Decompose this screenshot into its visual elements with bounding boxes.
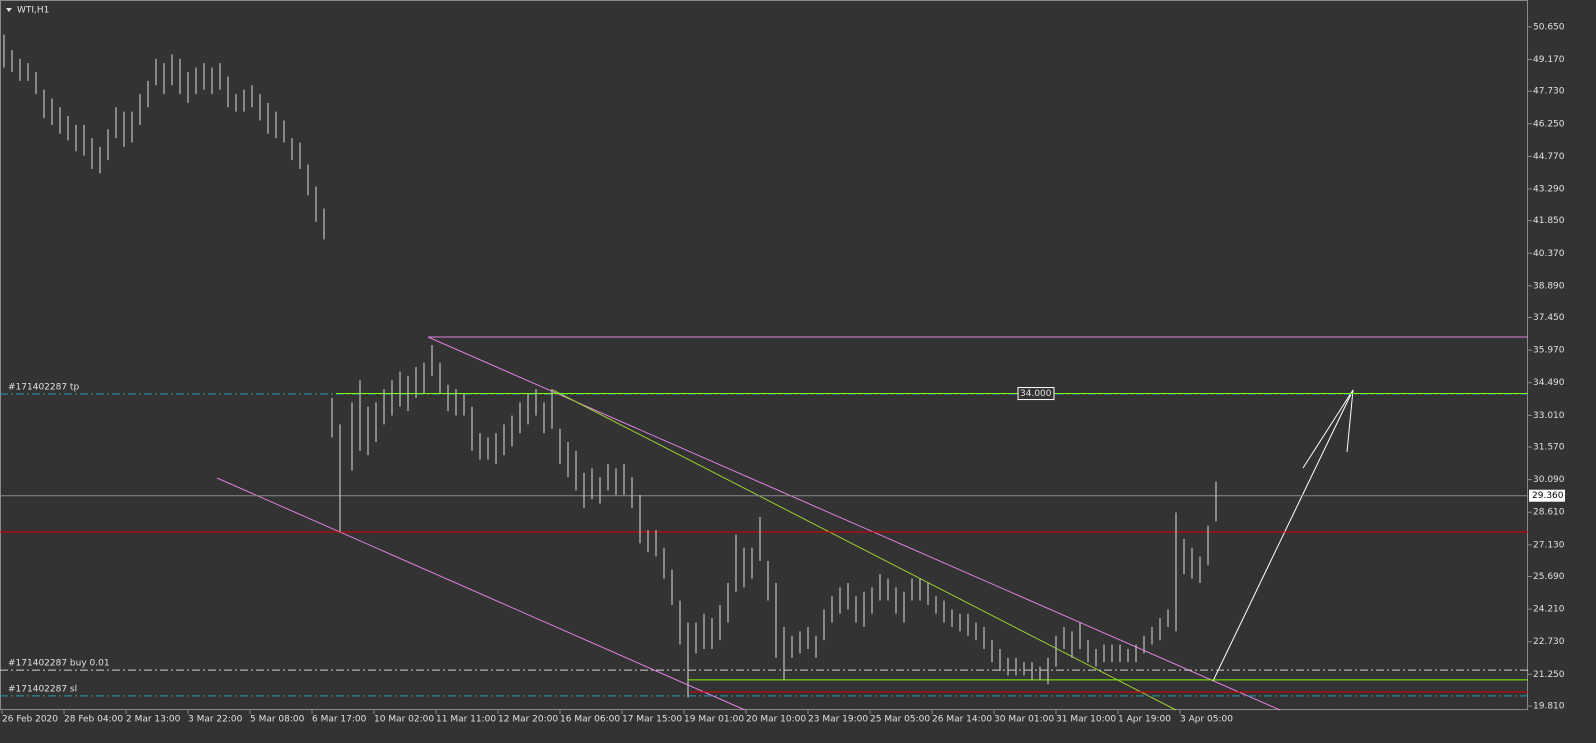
y-tick-label: 22.730	[1533, 637, 1565, 647]
y-tick-label: 40.370	[1533, 249, 1565, 259]
arrow-line	[1346, 389, 1354, 453]
x-tick-label: 12 Mar 20:00	[498, 715, 558, 725]
x-tick-label: 6 Mar 17:00	[312, 715, 367, 725]
y-tick-label: 50.650	[1533, 22, 1565, 32]
y-tick-label: 19.810	[1533, 702, 1565, 712]
price-label: 29.360	[1532, 491, 1564, 501]
y-tick-label: 33.010	[1533, 411, 1565, 421]
x-tick-label: 26 Mar 14:00	[932, 715, 992, 725]
order-label: #171402287 sl	[8, 684, 77, 694]
y-tick-label: 31.570	[1533, 443, 1565, 453]
x-tick-label: 30 Mar 01:00	[994, 715, 1054, 725]
y-tick-label: 21.250	[1533, 670, 1565, 680]
x-tick-label: 19 Mar 01:00	[684, 715, 744, 725]
y-tick-label: 47.730	[1533, 87, 1565, 97]
x-tick-label: 2 Mar 13:00	[126, 715, 181, 725]
level-label-box	[1017, 387, 1055, 401]
drawings	[216, 336, 1528, 711]
y-tick-label: 24.210	[1533, 605, 1565, 615]
x-tick-label: 20 Mar 10:00	[746, 715, 806, 725]
x-tick-label: 16 Mar 06:00	[560, 715, 620, 725]
x-tick-label: 25 Mar 05:00	[870, 715, 930, 725]
level-label: 34.000	[1020, 389, 1052, 399]
x-tick-label: 11 Mar 11:00	[436, 715, 496, 725]
arrow-line	[1212, 389, 1354, 682]
x-tick-label: 5 Mar 08:00	[250, 715, 305, 725]
y-tick-label: 34.490	[1533, 378, 1565, 388]
order-label: #171402287 buy 0.01	[8, 659, 110, 669]
y-tick-label: 27.130	[1533, 540, 1565, 550]
chart-title: WTI,H1	[17, 6, 49, 16]
x-tick-label: 26 Feb 2020	[2, 715, 58, 725]
y-tick-label: 25.690	[1533, 572, 1565, 582]
arrow-line	[1302, 389, 1354, 469]
x-tick-label: 3 Apr 05:00	[1180, 715, 1233, 725]
x-tick-label: 31 Mar 10:00	[1056, 715, 1116, 725]
price-label-box	[1529, 489, 1565, 502]
x-tick-label: 10 Mar 02:00	[374, 715, 434, 725]
x-tick-label: 28 Feb 04:00	[64, 715, 123, 725]
order-label: #171402287 tp	[8, 382, 79, 392]
menu-icon[interactable]	[6, 8, 12, 12]
y-tick-label: 49.170	[1533, 55, 1565, 65]
y-tick-label: 37.450	[1533, 313, 1565, 323]
y-tick-label: 44.770	[1533, 152, 1565, 162]
x-tick-label: 1 Apr 19:00	[1118, 715, 1171, 725]
channel-line	[427, 336, 1281, 711]
y-tick-label: 43.290	[1533, 184, 1565, 194]
channel-line	[216, 477, 746, 711]
y-tick-label: 38.890	[1533, 281, 1565, 291]
y-tick-label: 41.850	[1533, 216, 1565, 226]
y-tick-label: 30.090	[1533, 475, 1565, 485]
plot-frame	[0, 0, 1528, 710]
x-tick-label: 17 Mar 15:00	[622, 715, 682, 725]
x-tick-label: 23 Mar 19:00	[808, 715, 868, 725]
y-tick-label: 46.250	[1533, 119, 1565, 129]
y-tick-label: 28.610	[1533, 508, 1565, 518]
y-tick-label: 35.970	[1533, 346, 1565, 356]
x-tick-label: 3 Mar 22:00	[188, 715, 243, 725]
trend-line	[552, 389, 1177, 711]
